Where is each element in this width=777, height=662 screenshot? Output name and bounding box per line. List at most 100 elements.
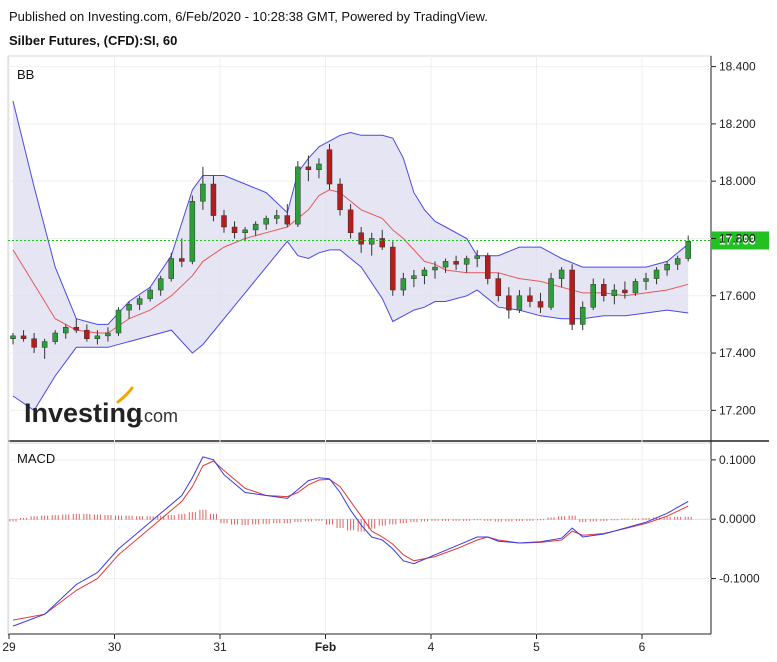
candle-body [611, 289, 618, 297]
upper-band-line [12, 100, 689, 325]
time-axis-labels: 29 30 31 Feb 4 5 6 [2, 634, 646, 654]
candle-body [601, 284, 607, 297]
time-tick-label: 29 [2, 640, 16, 654]
time-tick-label: 6 [639, 640, 646, 654]
lower-band-line [12, 240, 689, 412]
candle-body [506, 295, 512, 311]
current-price-tag [711, 231, 769, 250]
candle-body [94, 335, 101, 339]
candle-body [358, 232, 364, 245]
time-tick-label: 30 [108, 640, 122, 654]
candle-body [379, 238, 385, 248]
basis-line [12, 189, 689, 334]
candle-body [305, 166, 312, 170]
time-tick-label: 31 [213, 640, 227, 654]
logo-suffix-text: .com [139, 406, 178, 426]
macd-signal-line [12, 460, 689, 621]
candle-body [653, 269, 660, 279]
candle-body [326, 149, 333, 185]
candle-body [263, 218, 269, 225]
candle-body [105, 332, 111, 337]
time-tick-label: 4 [428, 640, 435, 654]
candle-body [485, 255, 491, 279]
candle-body [295, 166, 301, 225]
candle-body [643, 278, 649, 282]
macd-tick-label: 0.1000 [719, 453, 756, 467]
bb-pane-label: BB [17, 67, 34, 82]
candle-body [548, 278, 554, 308]
candle-body [411, 275, 417, 279]
investing-logo: Investing .com [24, 386, 178, 428]
time-tick-label: 5 [533, 640, 540, 654]
candle-body [685, 241, 691, 259]
candle-body [516, 295, 523, 311]
candle-body [221, 215, 227, 228]
candle-body [622, 289, 628, 294]
candle-body [41, 341, 48, 348]
candle-body [115, 309, 122, 334]
candle-body [179, 258, 185, 262]
candle-body [252, 223, 259, 231]
bollinger-bands [12, 100, 689, 412]
candle-body [20, 335, 27, 339]
candle-body [157, 278, 164, 291]
candle-body [189, 200, 196, 262]
macd-tick-label: -0.1000 [719, 572, 760, 586]
candle-body [527, 295, 533, 302]
candle-body [147, 289, 153, 299]
candle-body [558, 269, 565, 279]
candle-body [231, 226, 238, 233]
candle-body [432, 266, 438, 271]
price-tick-label: 17.600 [719, 289, 756, 303]
candle-body [274, 215, 280, 219]
logo-main-text: Investing [24, 398, 143, 428]
candle-body [63, 327, 69, 334]
symbol-title: Silber Futures, (CFD):SI, 60 [9, 33, 178, 48]
candle-body [73, 327, 80, 331]
candle-body [442, 261, 449, 268]
time-tick-label: Feb [315, 640, 336, 654]
published-line: Published on Investing.com, 6/Feb/2020 -… [9, 9, 488, 24]
candle-body [10, 335, 16, 339]
price-tick-label: 17.400 [719, 346, 756, 360]
candle-body [421, 269, 428, 276]
candle-body [453, 261, 459, 265]
candle-body [284, 215, 291, 225]
candle-body [84, 329, 90, 339]
candle-body [390, 246, 396, 291]
candle-body [52, 332, 58, 342]
macd-lines [8, 456, 711, 627]
candle-body [537, 301, 544, 308]
candle-body [210, 183, 217, 216]
candle-body [200, 183, 206, 202]
price-tick-label: 18.200 [719, 117, 756, 131]
candle-body [579, 306, 586, 325]
candle-body [463, 258, 470, 265]
candle-body [368, 238, 375, 245]
candle-body [590, 284, 596, 308]
current-price-label: 17.793 [719, 233, 756, 247]
price-tick-label: 18.000 [719, 174, 756, 188]
candle-body [347, 209, 354, 233]
candle-body [474, 255, 480, 259]
macd-line [12, 456, 689, 627]
price-tick-label: 17.800 [719, 231, 756, 245]
candle-body [495, 278, 502, 297]
candle-body [664, 264, 670, 271]
candle-body [126, 304, 132, 311]
candle-body [168, 258, 174, 279]
candle-body [136, 298, 143, 305]
macd-pane-frame [7, 442, 712, 635]
candle-body [316, 163, 322, 170]
price-axis-labels: 17.200 17.400 17.600 17.800 18.000 18.200 18.4… [711, 60, 760, 586]
current-price-line: 17.793 [8, 231, 769, 250]
candle-body [674, 258, 681, 265]
macd-pane-label: MACD [17, 451, 55, 466]
candle-body [31, 338, 37, 348]
candle-body [337, 183, 343, 211]
price-tick-label: 18.400 [719, 60, 756, 74]
candle-body [569, 269, 575, 325]
candle-body [632, 281, 639, 294]
logo-swoosh-icon [116, 386, 134, 404]
